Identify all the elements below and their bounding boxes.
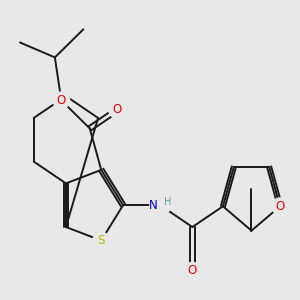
Circle shape	[150, 195, 171, 216]
Text: N: N	[149, 199, 158, 212]
Circle shape	[184, 262, 201, 279]
Circle shape	[272, 198, 288, 214]
Text: O: O	[57, 94, 66, 107]
Text: O: O	[275, 200, 285, 213]
Text: S: S	[98, 234, 105, 247]
Circle shape	[109, 101, 125, 118]
Circle shape	[93, 232, 110, 249]
Text: O: O	[112, 103, 122, 116]
Text: H: H	[164, 196, 171, 207]
Circle shape	[53, 92, 70, 109]
Text: O: O	[188, 264, 197, 277]
